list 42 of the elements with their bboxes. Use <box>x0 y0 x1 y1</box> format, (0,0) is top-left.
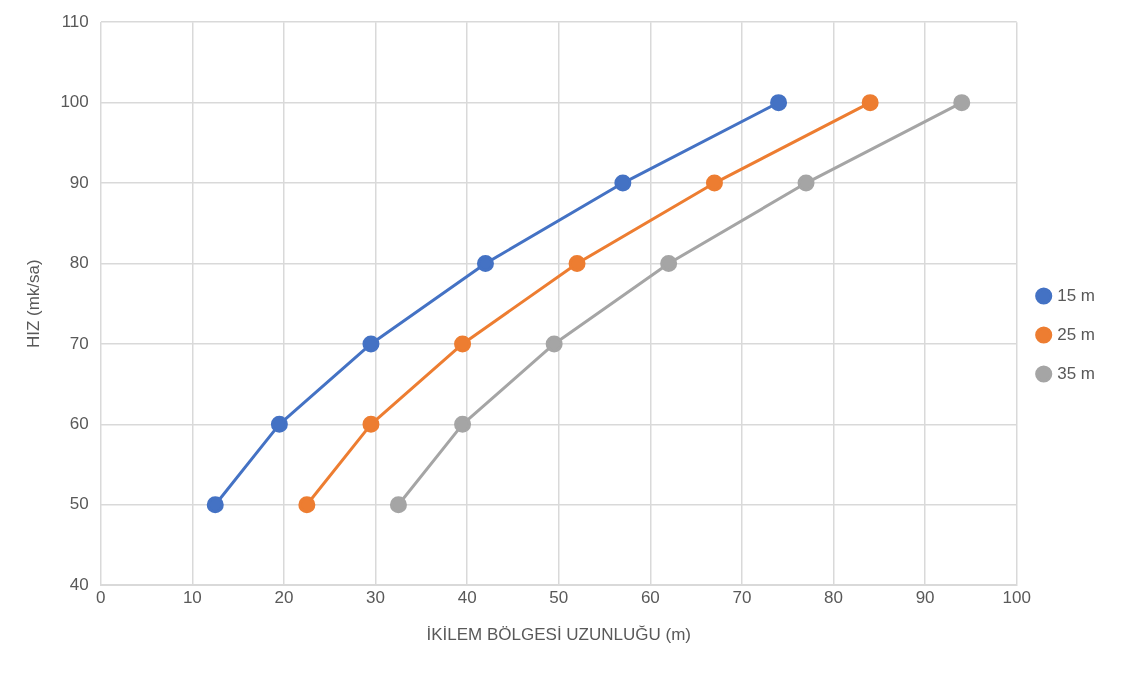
point <box>389 496 407 514</box>
point <box>454 415 472 433</box>
point <box>476 254 494 272</box>
y-tick-label: 40 <box>69 574 89 594</box>
point <box>454 335 472 353</box>
y-axis-title: HIZ (mk/sa) <box>23 259 43 349</box>
y-tick-label: 80 <box>69 253 89 273</box>
point <box>362 415 380 433</box>
y-tick-label: 110 <box>61 11 89 31</box>
y-tick-label: 70 <box>69 333 89 353</box>
point <box>568 254 586 272</box>
x-tick-label: 100 <box>1002 588 1031 608</box>
x-tick-label: 80 <box>824 588 843 608</box>
x-tick-label: 20 <box>274 588 294 608</box>
point <box>705 174 723 192</box>
point <box>298 496 316 514</box>
point <box>770 94 788 112</box>
x-tick-label: 0 <box>96 588 106 608</box>
point <box>362 335 380 353</box>
point <box>660 254 678 272</box>
point <box>206 496 224 514</box>
x-tick-label: 90 <box>915 588 935 608</box>
x-axis-title: İKİLEM BÖLGESİ UZUNLUĞU (m) <box>426 625 691 645</box>
point <box>953 94 971 112</box>
x-tick-label: 70 <box>732 588 752 608</box>
y-tick-label: 100 <box>60 92 89 112</box>
x-tick-label: 50 <box>549 588 569 608</box>
x-tick-label: 60 <box>640 588 660 608</box>
legend-label: 25 m <box>1057 324 1095 344</box>
point <box>545 335 563 353</box>
y-tick-label: 60 <box>69 414 89 434</box>
y-tick-label: 90 <box>69 172 89 192</box>
point <box>614 174 632 192</box>
x-tick-label: 30 <box>366 588 386 608</box>
legend-label: 15 m <box>1057 285 1095 305</box>
y-tick-label: 50 <box>69 494 89 514</box>
point <box>861 94 879 112</box>
x-tick-label: 40 <box>457 588 477 608</box>
x-tick-label: 10 <box>182 588 202 608</box>
point <box>797 174 815 192</box>
point <box>270 415 288 433</box>
legend-label: 35 m <box>1057 363 1095 383</box>
